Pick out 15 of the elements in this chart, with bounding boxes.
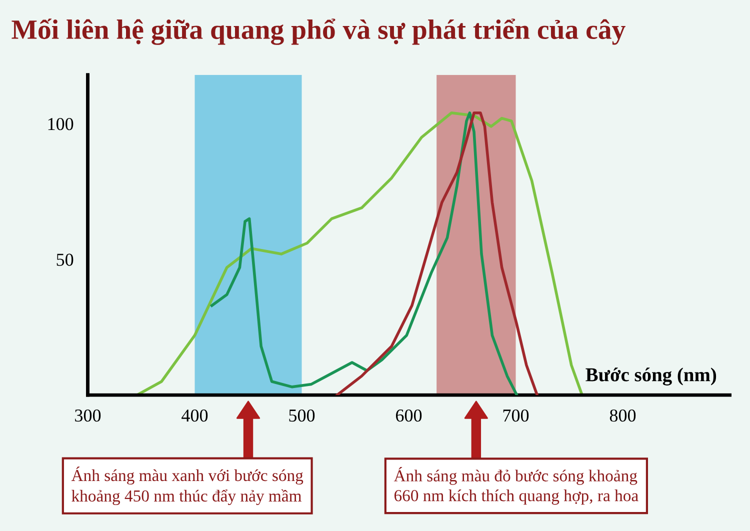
chart-title: Mối liên hệ giữa quang phổ và sự phát triển của cây	[12, 18, 626, 45]
text: Ánh sáng màu đỏ bước sóng khoảng 660 nm kích thích quang hợp, ra hoa	[394, 467, 638, 505]
y-tick-label: 50	[56, 254, 74, 266]
y-tick-label: 100	[48, 118, 74, 130]
x-tick-label: 300	[75, 409, 101, 422]
x-tick-label: 400	[182, 409, 208, 422]
text: Ánh sáng màu xanh với bước sóng khoảng 450 nm thúc đẩy nảy mầm	[71, 466, 304, 506]
line-series	[210, 111, 518, 396]
line-series	[336, 111, 539, 396]
x-tick-label: 700	[503, 409, 529, 422]
line-series	[136, 111, 584, 396]
x-tick-label: 600	[396, 409, 422, 422]
x-axis-title: Bước sóng (nm)	[586, 368, 716, 386]
x-tick-label: 500	[289, 409, 315, 422]
x-tick-label: 800	[610, 409, 636, 422]
